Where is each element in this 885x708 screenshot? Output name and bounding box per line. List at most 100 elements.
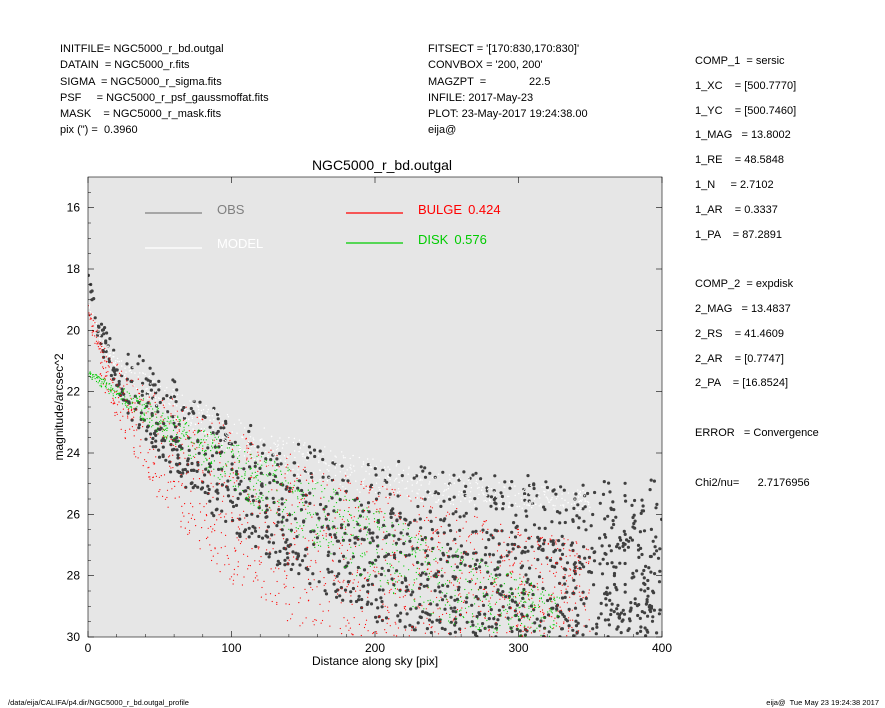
data-point-disk — [300, 493, 302, 495]
data-point-bulge — [221, 500, 224, 502]
data-point-bulge — [332, 560, 334, 562]
data-point-obs — [148, 379, 152, 383]
data-point-model — [395, 465, 398, 467]
data-point-bulge — [360, 528, 362, 530]
data-point-bulge — [480, 572, 482, 574]
data-point-disk — [290, 531, 292, 533]
header-line: PSF = NGC5000_r_psf_gaussmoffat.fits — [60, 91, 269, 104]
data-point-bulge — [113, 403, 115, 405]
data-point-disk — [395, 581, 397, 583]
data-point-bulge — [348, 513, 351, 516]
data-point-obs — [416, 621, 420, 625]
data-point-bulge — [413, 564, 415, 567]
data-point-obs — [630, 503, 634, 507]
data-point-obs — [285, 538, 289, 542]
data-point-disk — [510, 573, 513, 575]
data-point-model — [326, 468, 328, 471]
data-point-disk — [97, 382, 99, 384]
data-point-model — [366, 458, 369, 460]
data-point-disk — [249, 489, 251, 491]
data-point-disk — [116, 393, 118, 395]
data-point-bulge — [565, 580, 568, 582]
data-point-bulge — [286, 513, 288, 515]
data-point-bulge — [452, 620, 454, 622]
data-point-bulge — [92, 319, 94, 321]
data-point-disk — [391, 522, 393, 524]
data-point-bulge — [447, 511, 449, 513]
data-point-bulge — [560, 558, 562, 560]
data-point-disk — [413, 599, 415, 601]
data-point-bulge — [219, 571, 221, 573]
data-point-model — [276, 445, 278, 448]
data-point-disk — [487, 565, 489, 567]
data-point-obs — [374, 615, 378, 619]
data-point-obs — [324, 517, 328, 521]
data-point-bulge — [408, 495, 410, 497]
data-point-disk — [161, 415, 163, 417]
data-point-obs — [439, 518, 443, 522]
data-point-bulge — [446, 599, 448, 601]
data-point-disk — [237, 457, 239, 459]
data-point-model — [145, 388, 147, 390]
data-point-obs — [251, 499, 256, 503]
data-point-disk — [361, 556, 363, 558]
data-point-model — [577, 507, 579, 510]
data-point-disk — [197, 438, 199, 440]
data-point-model — [475, 481, 477, 484]
data-point-bulge — [247, 555, 249, 557]
data-point-obs — [481, 603, 486, 608]
data-point-obs — [658, 569, 662, 573]
data-point-disk — [490, 613, 492, 616]
data-point-model — [269, 447, 272, 449]
data-point-obs — [375, 535, 379, 539]
data-point-disk — [324, 488, 326, 490]
data-point-obs — [471, 530, 475, 534]
header-line: INFILE: 2017-May-23 — [428, 91, 534, 104]
data-point-model — [174, 394, 177, 396]
data-point-bulge — [511, 570, 513, 572]
data-point-disk — [129, 395, 131, 397]
data-point-bulge — [554, 617, 556, 619]
data-point-disk — [124, 401, 126, 403]
data-point-obs — [376, 555, 380, 559]
data-point-bulge — [419, 584, 421, 586]
data-point-model — [224, 433, 227, 435]
data-point-bulge — [459, 614, 462, 616]
data-point-obs — [571, 628, 575, 632]
data-point-bulge — [563, 548, 565, 550]
data-point-disk — [455, 611, 457, 613]
data-point-bulge — [468, 565, 470, 567]
data-point-obs — [636, 548, 641, 552]
data-point-bulge — [426, 517, 428, 519]
data-point-model — [460, 500, 462, 502]
data-point-disk — [279, 483, 281, 485]
data-point-disk — [201, 441, 203, 443]
data-point-model — [221, 422, 224, 424]
data-point-disk — [252, 489, 255, 491]
data-point-disk — [378, 518, 380, 520]
data-point-obs — [389, 511, 393, 516]
data-point-model — [453, 482, 455, 484]
data-point-bulge — [513, 544, 515, 546]
data-point-model — [125, 371, 127, 373]
data-point-disk — [263, 460, 266, 462]
data-point-obs — [409, 593, 413, 597]
data-point-disk — [423, 608, 425, 610]
data-point-obs — [405, 585, 409, 589]
data-point-bulge — [560, 590, 562, 592]
data-point-disk — [420, 535, 422, 537]
data-point-disk — [455, 551, 457, 553]
data-point-disk — [131, 402, 133, 405]
data-point-bulge — [306, 592, 308, 594]
data-point-bulge — [302, 622, 304, 624]
data-point-model — [310, 478, 312, 481]
data-point-obs — [443, 594, 447, 598]
data-point-bulge — [577, 556, 579, 558]
data-point-bulge — [269, 538, 271, 540]
data-point-disk — [237, 486, 240, 488]
data-point-bulge — [98, 343, 100, 345]
data-point-model — [259, 461, 262, 463]
data-point-bulge — [396, 588, 399, 590]
data-point-obs — [510, 530, 514, 534]
data-point-bulge — [585, 548, 588, 550]
